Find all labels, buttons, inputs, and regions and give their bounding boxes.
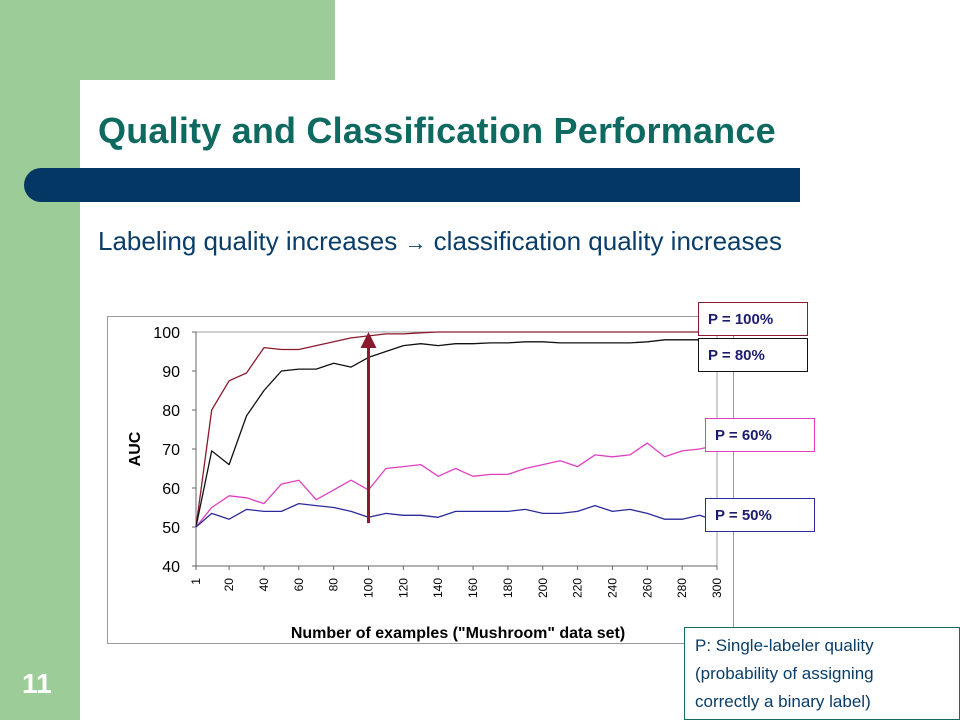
slide-title: Quality and Classification Performance xyxy=(98,110,776,151)
x-tick-label: 300 xyxy=(710,578,724,598)
legend-label-p100: P = 100% xyxy=(698,302,808,336)
rounded-corner xyxy=(80,80,170,170)
x-tick-label: 140 xyxy=(431,578,445,598)
top-band xyxy=(80,0,335,80)
chart-frame xyxy=(107,316,734,644)
x-tick-label: 180 xyxy=(501,578,515,598)
y-tick-label: 90 xyxy=(162,364,180,381)
x-tick-label: 60 xyxy=(292,578,306,592)
x-tick-label: 220 xyxy=(571,578,585,598)
x-tick-label: 160 xyxy=(466,578,480,598)
title-underline-bar xyxy=(24,168,800,202)
note-line: (probability of assigning xyxy=(695,664,874,683)
x-tick-label: 80 xyxy=(327,578,341,592)
y-tick-label: 60 xyxy=(162,481,180,498)
note-line: correctly a binary label) xyxy=(695,692,871,711)
series-line-3 xyxy=(195,502,718,528)
x-axis-title: Number of examples ("Mushroom" data set) xyxy=(291,625,625,642)
x-tick-label: 120 xyxy=(396,578,410,598)
x-tick-label: 1 xyxy=(189,578,203,585)
legend-label-p50: P = 50% xyxy=(705,498,815,532)
series-line-0 xyxy=(195,331,717,528)
y-tick-label: 100 xyxy=(153,325,180,342)
slide-number: 11 xyxy=(22,668,52,699)
subtitle: Labeling quality increases → classificat… xyxy=(98,226,782,257)
note-line: P: Single-labeler quality xyxy=(695,636,874,655)
x-tick-label: 240 xyxy=(605,578,619,598)
side-band xyxy=(0,0,80,720)
series-line-1 xyxy=(195,338,718,528)
quality-note: P: Single-labeler quality (probability o… xyxy=(684,627,960,720)
subtitle-before: Labeling quality increases xyxy=(98,226,398,256)
x-tick-label: 40 xyxy=(257,578,271,592)
x-tick-label: 260 xyxy=(640,578,654,598)
series-line-2 xyxy=(195,442,718,528)
subtitle-after: classification quality increases xyxy=(433,226,782,256)
legend-label-p80: P = 80% xyxy=(698,338,808,372)
right-arrow-icon: → xyxy=(404,230,427,255)
legend-label-p60: P = 60% xyxy=(705,418,815,452)
y-tick-label: 40 xyxy=(162,559,180,576)
x-tick-label: 280 xyxy=(675,578,689,598)
x-tick-label: 200 xyxy=(536,578,550,598)
y-axis-title: AUC xyxy=(127,431,144,466)
annotation-arrow-head xyxy=(360,331,377,348)
y-tick-label: 80 xyxy=(162,403,180,420)
x-tick-label: 20 xyxy=(222,578,236,592)
y-tick-label: 50 xyxy=(162,520,180,537)
x-tick-label: 100 xyxy=(362,578,376,598)
y-tick-label: 70 xyxy=(162,442,180,459)
